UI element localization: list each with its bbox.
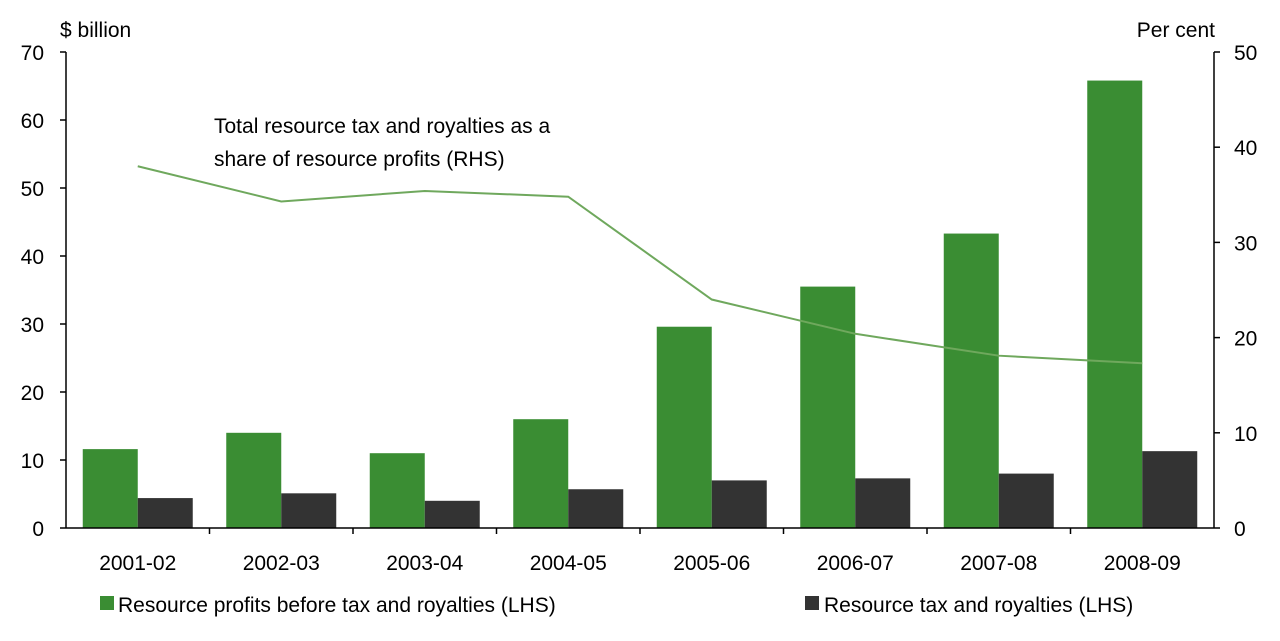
- legend-label-tax: Resource tax and royalties (LHS): [824, 594, 1133, 617]
- left-tick-label: 0: [32, 518, 44, 541]
- right-tick-label: 0: [1234, 518, 1246, 541]
- bar-resource-tax: [281, 493, 337, 528]
- x-tick-label: 2002-03: [243, 552, 320, 575]
- share-line: [137, 165, 1143, 365]
- left-tick-label: 40: [21, 246, 44, 269]
- x-tick-label: 2007-08: [960, 552, 1037, 575]
- x-tick-label: 2006-07: [817, 552, 894, 575]
- x-tick-label: 2001-02: [99, 552, 176, 575]
- left-tick-label: 70: [21, 42, 44, 65]
- right-tick-label: 40: [1234, 137, 1257, 160]
- legend-swatch-profits: [100, 596, 114, 610]
- line-annotation-line-2: share of resource profits (RHS): [214, 148, 505, 171]
- left-axis-label: $ billion: [60, 19, 131, 42]
- line-tax-share: [137, 165, 1143, 365]
- bar-resource-profits: [226, 432, 282, 528]
- left-tick-label: 20: [21, 382, 44, 405]
- right-tick-label: 20: [1234, 328, 1257, 351]
- bar-resource-profits: [82, 449, 138, 528]
- right-tick-label: 50: [1234, 42, 1257, 65]
- bar-resource-tax: [711, 480, 767, 528]
- bar-resource-tax: [137, 498, 193, 528]
- x-tick-label: 2003-04: [386, 552, 463, 575]
- bar-resource-tax: [568, 489, 624, 528]
- bar-resource-profits: [1087, 80, 1143, 528]
- bar-resource-tax: [855, 478, 911, 528]
- right-tick-label: 30: [1234, 232, 1257, 255]
- bar-resource-tax: [424, 500, 480, 528]
- bar-resource-profits: [369, 453, 425, 528]
- left-tick-label: 10: [21, 450, 44, 473]
- bar-resource-tax: [1142, 451, 1198, 528]
- left-tick-label: 60: [21, 110, 44, 133]
- bar-resource-profits: [513, 419, 569, 528]
- x-tick-label: 2004-05: [530, 552, 607, 575]
- line-annotation-line-1: Total resource tax and royalties as a: [214, 115, 550, 138]
- left-tick-label: 50: [21, 178, 44, 201]
- x-tick-label: 2008-09: [1104, 552, 1181, 575]
- bar-resource-profits: [656, 326, 712, 528]
- right-axis-label: Per cent: [1137, 19, 1215, 42]
- x-axis-labels: 2001-02 2002-03 2003-04 2004-05 2005-06 2006-…: [99, 528, 1181, 575]
- bar-resource-tax: [998, 473, 1054, 528]
- left-axis: 0 10 20 30 40 50 60 70: [21, 42, 66, 541]
- legend-label-profits: Resource profits before tax and royaltie…: [118, 594, 556, 617]
- legend: Resource profits before tax and royaltie…: [100, 594, 1133, 617]
- left-tick-label: 30: [21, 314, 44, 337]
- right-axis: 0 10 20 30 40 50: [1214, 42, 1257, 541]
- right-tick-label: 10: [1234, 423, 1257, 446]
- legend-swatch-tax: [805, 596, 819, 610]
- bar-resource-profits: [943, 233, 999, 528]
- x-tick-label: 2005-06: [673, 552, 750, 575]
